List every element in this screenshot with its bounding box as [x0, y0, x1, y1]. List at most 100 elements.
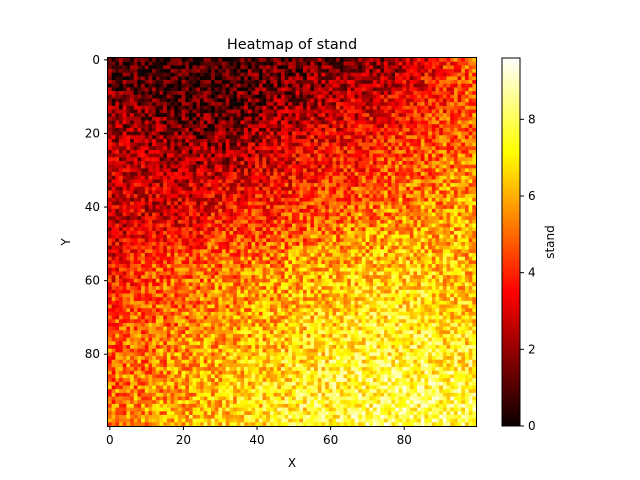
heatmap-cell	[439, 94, 444, 99]
heatmap-cell	[332, 127, 337, 132]
heatmap-cell	[376, 219, 381, 224]
heatmap-cell	[255, 234, 260, 239]
heatmap-cell	[144, 179, 149, 184]
heatmap-cell	[468, 142, 473, 147]
heatmap-cell	[174, 91, 179, 96]
heatmap-cell	[159, 227, 164, 232]
heatmap-cell	[435, 150, 440, 154]
heatmap-cell	[439, 197, 444, 202]
heatmap-cell	[163, 183, 168, 188]
heatmap-cell	[111, 223, 116, 228]
heatmap-cell	[387, 190, 392, 195]
heatmap-cell	[200, 113, 204, 118]
heatmap-cell	[166, 113, 171, 118]
heatmap-cell	[137, 142, 142, 147]
heatmap-cell	[292, 76, 296, 81]
heatmap-cell	[115, 216, 120, 221]
heatmap-cell	[269, 69, 274, 73]
heatmap-cell	[288, 120, 293, 125]
heatmap-cell	[328, 234, 333, 239]
heatmap-cell	[148, 234, 153, 239]
heatmap-cell	[207, 172, 212, 177]
heatmap-cell	[229, 183, 234, 188]
heatmap-cell	[358, 61, 363, 66]
heatmap-cell	[303, 69, 307, 73]
heatmap-cell	[196, 102, 201, 107]
heatmap-cell	[343, 116, 348, 121]
heatmap-cell	[361, 168, 366, 173]
heatmap-cell	[332, 223, 337, 228]
heatmap-cell	[211, 124, 215, 129]
heatmap-cell	[119, 98, 123, 103]
heatmap-cell	[163, 98, 168, 103]
heatmap-cell	[461, 91, 466, 96]
heatmap-cell	[266, 98, 271, 103]
heatmap-cell	[384, 94, 388, 99]
heatmap-cell	[288, 238, 293, 243]
heatmap-cell	[266, 208, 271, 213]
heatmap-cell	[141, 124, 146, 129]
heatmap-cell	[325, 179, 330, 184]
heatmap-cell	[240, 131, 245, 136]
heatmap-cell	[185, 164, 190, 169]
heatmap-cell	[303, 120, 307, 125]
heatmap-cell	[310, 142, 315, 147]
heatmap-cell	[292, 98, 296, 103]
heatmap-cell	[229, 102, 234, 107]
heatmap-cell	[108, 124, 112, 129]
heatmap-cell	[196, 138, 201, 143]
heatmap-cell	[247, 164, 252, 169]
heatmap-cell	[442, 212, 447, 217]
heatmap-cell	[457, 109, 462, 114]
heatmap-cell	[126, 91, 131, 96]
heatmap-cell	[266, 131, 271, 136]
heatmap-cell	[108, 150, 112, 154]
heatmap-cell	[225, 208, 230, 213]
heatmap-cell	[233, 109, 238, 114]
heatmap-cell	[108, 127, 112, 132]
heatmap-cell	[280, 197, 285, 202]
heatmap-cell	[406, 146, 411, 151]
heatmap-cell	[372, 150, 377, 154]
heatmap-cell	[196, 131, 201, 136]
heatmap-cell	[137, 102, 142, 107]
heatmap-cell	[406, 153, 411, 158]
heatmap-cell	[203, 91, 208, 96]
heatmap-cell	[284, 194, 289, 199]
heatmap-cell	[402, 109, 407, 114]
heatmap-cell	[321, 120, 326, 125]
heatmap-cell	[166, 146, 171, 151]
heatmap-cell	[391, 168, 396, 173]
heatmap-cell	[439, 58, 444, 62]
heatmap-cell	[406, 102, 411, 107]
heatmap-cell	[174, 102, 179, 107]
heatmap-cell	[280, 72, 285, 77]
heatmap-cell	[428, 175, 433, 180]
heatmap-cell	[280, 58, 285, 62]
heatmap-cell	[126, 197, 131, 202]
heatmap-cell	[409, 109, 414, 114]
heatmap-cell	[350, 150, 355, 154]
heatmap-cell	[365, 153, 370, 158]
heatmap-cell	[317, 183, 322, 188]
heatmap-cell	[177, 230, 182, 235]
heatmap-cell	[181, 157, 186, 162]
heatmap-cell	[395, 227, 399, 232]
heatmap-cell	[255, 124, 260, 129]
heatmap-cell	[325, 135, 330, 140]
heatmap-cell	[372, 194, 377, 199]
heatmap-cell	[244, 83, 249, 88]
heatmap-cell	[347, 190, 352, 195]
heatmap-cell	[126, 146, 131, 151]
heatmap-cell	[159, 102, 164, 107]
heatmap-cell	[299, 161, 304, 165]
heatmap-cell	[369, 205, 374, 210]
heatmap-cell	[435, 172, 440, 177]
heatmap-cell	[402, 87, 407, 92]
heatmap-cell	[255, 238, 260, 243]
heatmap-cell	[295, 131, 300, 136]
heatmap-cell	[166, 238, 171, 243]
heatmap-cell	[233, 131, 238, 136]
heatmap-cell	[361, 150, 366, 154]
heatmap-cell	[450, 72, 455, 77]
